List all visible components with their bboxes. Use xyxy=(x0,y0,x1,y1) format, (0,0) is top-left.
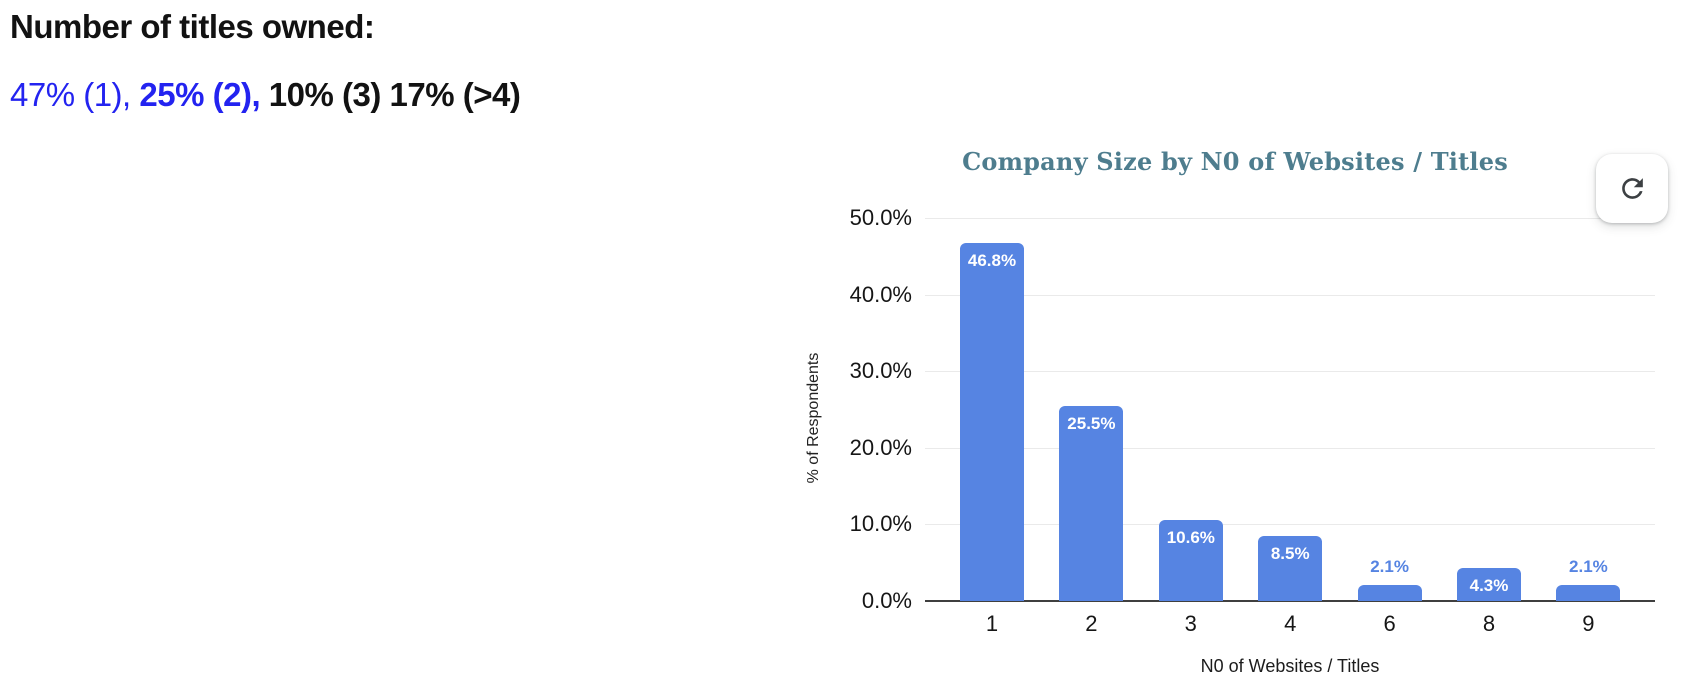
y-tick-label: 20.0% xyxy=(849,434,912,460)
bar-value-label: 8.5% xyxy=(1270,543,1310,563)
x-tick-label: 9 xyxy=(1582,611,1595,636)
stats-line: 47% (1), 25% (2), 10% (3) 17% (>4) xyxy=(10,76,521,114)
bar-value-label: 4.3% xyxy=(1469,576,1509,596)
bar[interactable] xyxy=(1556,584,1621,601)
y-tick-label: 10.0% xyxy=(849,511,912,537)
x-tick-label: 6 xyxy=(1383,611,1396,636)
y-tick-label: 0.0% xyxy=(861,588,912,613)
page-heading: Number of titles owned: xyxy=(10,8,375,45)
bar[interactable] xyxy=(1158,519,1223,601)
x-tick-label: 1 xyxy=(985,611,999,636)
stats-segment: 47% (1), xyxy=(10,76,140,113)
gridline xyxy=(925,294,1655,296)
bar-value-label: 46.8% xyxy=(967,250,1017,270)
y-axis-title: % of Respondents xyxy=(805,352,822,484)
chart-title: Company Size by N0 of Websites / Titles xyxy=(962,147,1508,176)
x-tick-label: 4 xyxy=(1284,611,1297,636)
bar[interactable] xyxy=(960,242,1024,601)
x-axis-line xyxy=(925,600,1655,602)
y-tick-label: 30.0% xyxy=(849,358,912,384)
y-tick-label: 40.0% xyxy=(849,281,912,307)
y-tick-label: 50.0% xyxy=(849,205,912,230)
stats-segment: 25% (2), xyxy=(139,76,269,113)
gridline xyxy=(925,524,1655,526)
stats-segment: 10% (3) 17% (>4) xyxy=(268,76,521,113)
bar[interactable] xyxy=(1258,535,1323,601)
bar-value-label: 2.1% xyxy=(1370,556,1409,576)
bar[interactable] xyxy=(1059,405,1124,601)
x-tick-label: 2 xyxy=(1085,611,1098,636)
gridline xyxy=(925,218,1655,219)
bar-value-label: 25.5% xyxy=(1067,413,1116,433)
x-axis-title: N0 of Websites / Titles xyxy=(1200,656,1380,676)
refresh-icon xyxy=(1617,173,1648,204)
gridline xyxy=(925,371,1655,373)
bar-value-label: 2.1% xyxy=(1569,556,1608,576)
refresh-button[interactable] xyxy=(1596,154,1668,223)
x-tick-label: 8 xyxy=(1482,611,1496,636)
gridline xyxy=(925,447,1655,449)
bar[interactable] xyxy=(1357,584,1422,601)
x-tick-label: 3 xyxy=(1184,611,1197,636)
bar[interactable] xyxy=(1457,568,1521,601)
bar-value-label: 10.6% xyxy=(1166,527,1215,547)
